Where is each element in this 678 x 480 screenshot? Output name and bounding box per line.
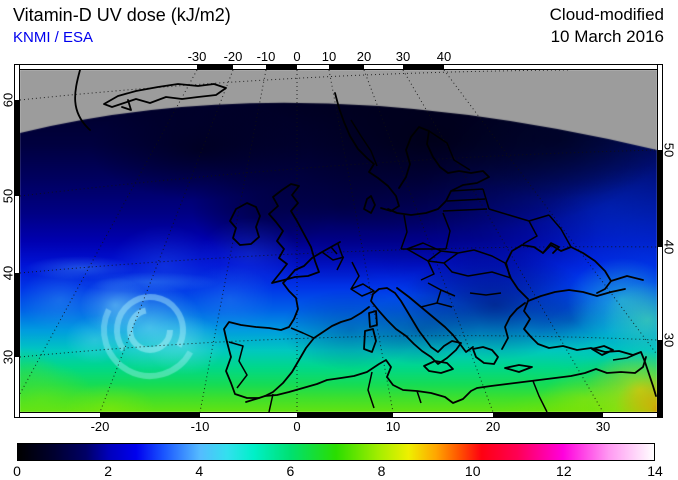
tick-label: 30 (595, 419, 611, 434)
tick-label: 0 (293, 419, 301, 434)
tick-label: 30 (395, 49, 411, 64)
colorbar-tick-label: 12 (556, 463, 572, 479)
coastlines (74, 70, 657, 404)
colorbar-tick-label: 0 (13, 463, 21, 479)
tick-label: 20 (356, 49, 372, 64)
tick-label: -30 (187, 49, 207, 64)
tick-label: 20 (485, 419, 501, 434)
tick-label: 40 (436, 49, 452, 64)
colorbar-tick-label: 10 (464, 463, 481, 479)
colorbar (17, 443, 655, 461)
colorbar-tick-label: 8 (377, 463, 386, 479)
tick-label: 60 (0, 92, 16, 108)
tick-label: 40 (661, 239, 677, 255)
colorbar-tick-label: 4 (195, 463, 204, 479)
tick-label: 10 (321, 49, 337, 64)
tick-label: -10 (256, 49, 276, 64)
tick-label: 10 (385, 419, 401, 434)
tick-label: -20 (90, 419, 110, 434)
colorbar-tick-label: 14 (647, 463, 663, 479)
colorbar-tick-label: 2 (104, 463, 113, 479)
country-borders (228, 119, 642, 412)
tick-label: 50 (0, 188, 16, 204)
tick-label: 50 (661, 142, 677, 158)
map-frame (14, 64, 663, 418)
colorbar-tick-label: 6 (286, 463, 295, 479)
tick-label: 30 (0, 349, 16, 365)
tick-label: 0 (293, 49, 301, 64)
tick-label: 30 (661, 332, 677, 348)
tick-label: 40 (0, 265, 16, 281)
tick-label: -20 (223, 49, 243, 64)
tick-label: -10 (190, 419, 210, 434)
graticule (20, 70, 657, 412)
